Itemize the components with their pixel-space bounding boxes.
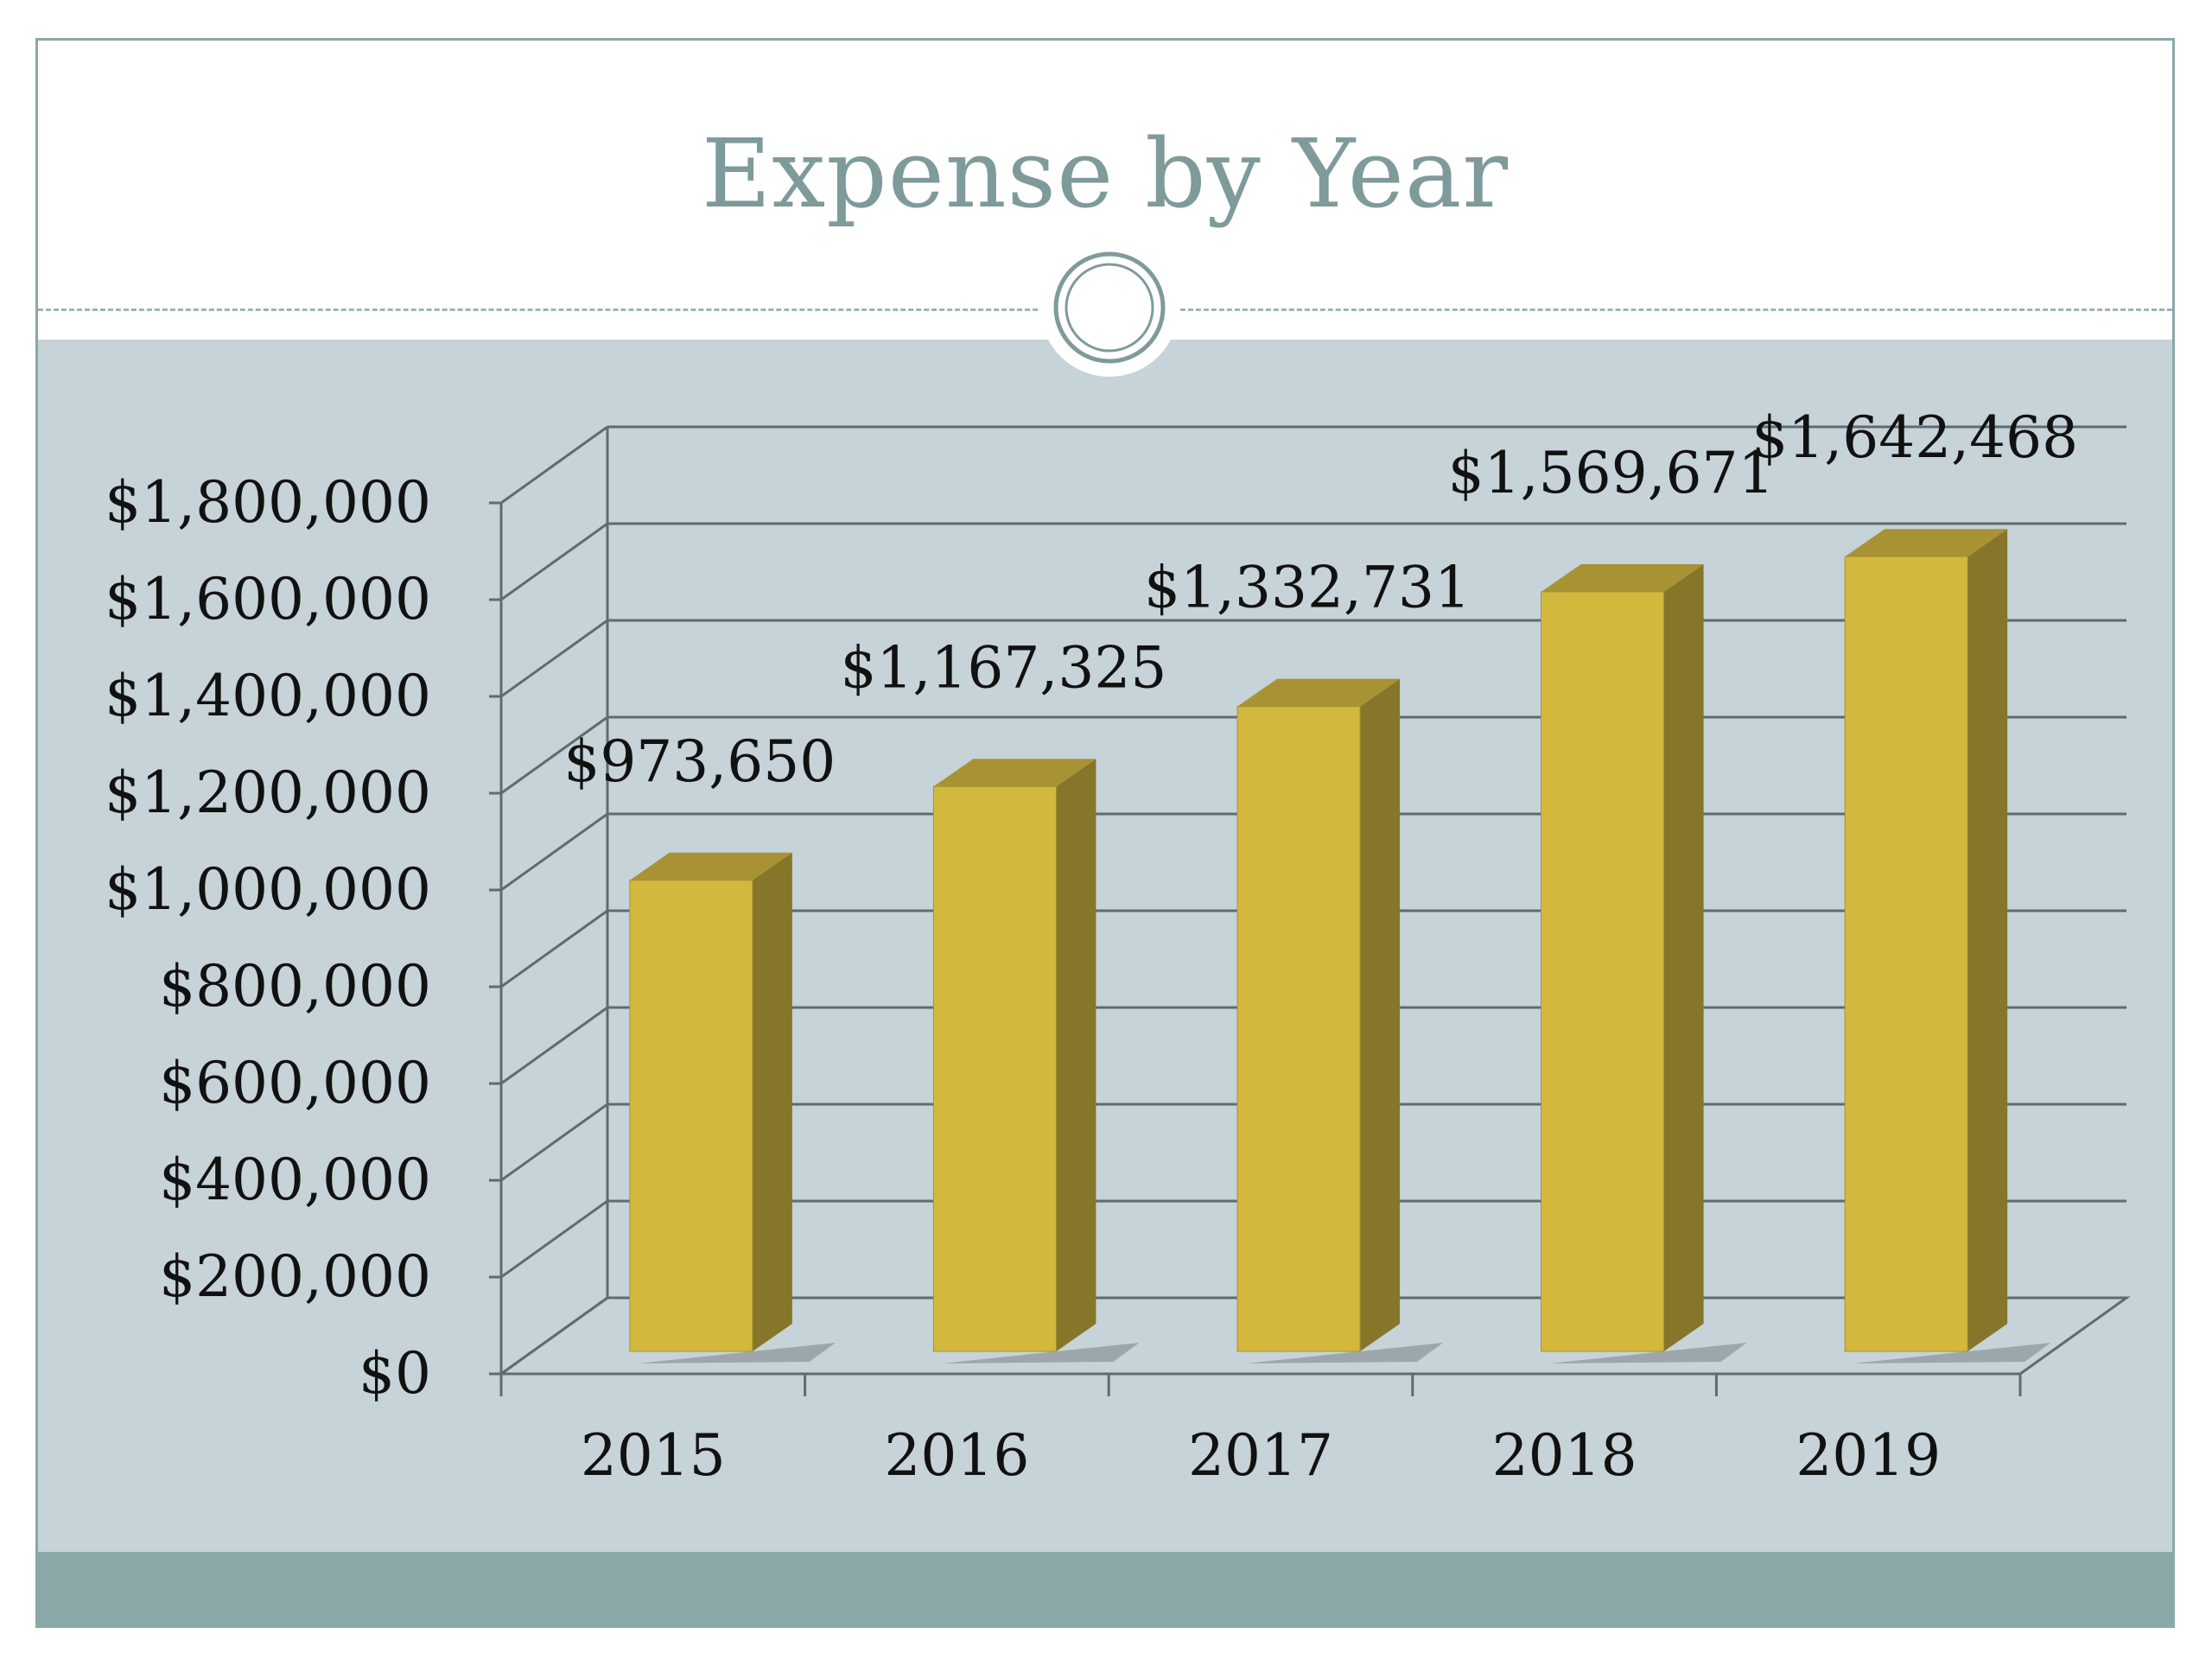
gridline-side [500, 1199, 608, 1279]
gridline-side [500, 425, 608, 505]
slide: Expense by Year $0 $200,000 $400,000 $600,0… [35, 38, 2175, 1628]
bar-shadow [1853, 1343, 2051, 1363]
y-tick-label: $1,000,000 [105, 856, 431, 923]
gridline-side [500, 619, 608, 698]
x-tick-label: 2015 [581, 1422, 726, 1489]
y-tick-label: $1,400,000 [105, 663, 431, 729]
x-tick-label: 2016 [884, 1422, 1029, 1489]
bar-top [1237, 678, 1400, 707]
gridline-side [500, 812, 608, 892]
gridline-side [500, 522, 608, 601]
x-tick-label: 2019 [1796, 1422, 1941, 1489]
x-tick-label: 2018 [1492, 1422, 1637, 1489]
gridline-side [500, 909, 608, 988]
bar-shadow [942, 1343, 1140, 1363]
bar-side [1360, 678, 1400, 1351]
bar-shadow [1549, 1343, 1747, 1363]
gridline-side [500, 1006, 608, 1085]
y-tick-label: $600,000 [159, 1050, 431, 1116]
bar-top [1541, 563, 1704, 592]
y-tick-label: $200,000 [159, 1243, 431, 1310]
data-label: $1,642,468 [1751, 404, 2078, 471]
bar [1236, 706, 1361, 1352]
bar-shadow [638, 1343, 836, 1363]
bar [932, 785, 1057, 1352]
data-label: $973,650 [563, 728, 836, 795]
bar-shadow [1246, 1343, 1443, 1363]
y-tick-label: $0 [359, 1340, 431, 1407]
data-label: $1,167,325 [840, 634, 1166, 701]
x-tick-label: 2017 [1188, 1422, 1333, 1489]
chart-bars [629, 529, 2051, 1363]
gridline-side [500, 715, 608, 795]
data-label: $1,332,731 [1144, 555, 1471, 621]
bar-top [1845, 529, 2008, 557]
bar-side [1967, 529, 2008, 1351]
bar-chart: $0 $200,000 $400,000 $600,000 $800,000 $1,000… [105, 238, 2131, 1489]
bar-side [1056, 759, 1096, 1351]
y-tick-label: $1,600,000 [105, 566, 431, 632]
bar-side [1663, 563, 1704, 1351]
footer-band [38, 1552, 2172, 1625]
bar-top [629, 852, 792, 880]
bar-side [752, 852, 792, 1351]
bar [1844, 556, 1968, 1352]
chart-floor [497, 1296, 2131, 1376]
gridline-side [500, 1103, 608, 1182]
bar [1541, 591, 1665, 1352]
chart-labels: $0 $200,000 $400,000 $600,000 $800,000 $1,000… [105, 404, 2078, 1489]
data-label: $1,569,671 [1448, 440, 1775, 506]
chart-title: Expense by Year [701, 118, 1510, 229]
bar-top [933, 759, 1096, 787]
y-tick-label: $1,200,000 [105, 760, 431, 826]
circle-ornament-icon [1040, 238, 1179, 377]
y-tick-label: $800,000 [159, 953, 431, 1020]
y-tick-label: $400,000 [159, 1147, 431, 1213]
y-tick-label: $1,800,000 [105, 469, 431, 536]
content-band [38, 340, 2172, 1552]
bar [629, 880, 753, 1352]
